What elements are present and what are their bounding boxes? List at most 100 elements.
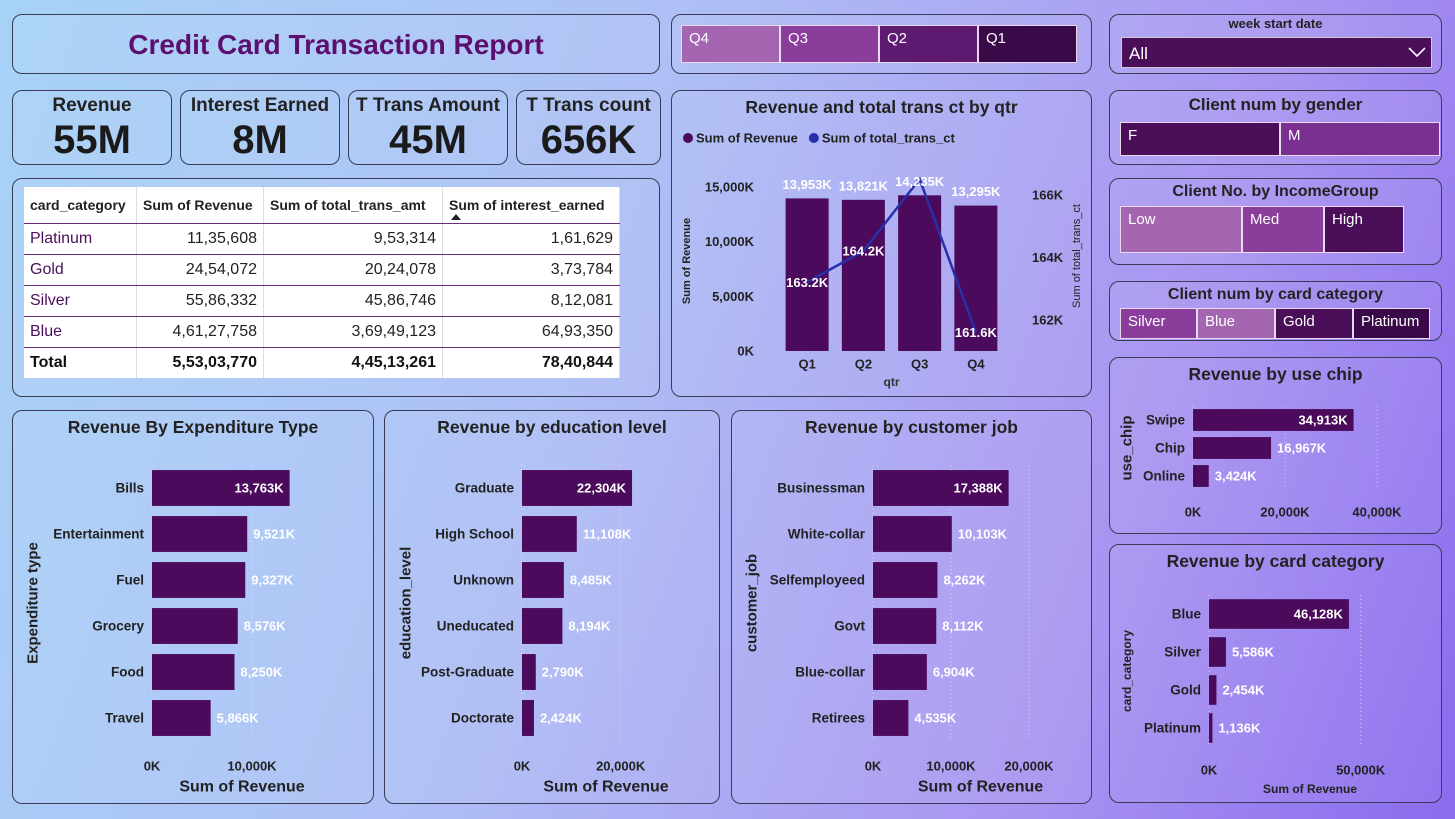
category-label: Blue [1172, 607, 1202, 622]
legend-label: Sum of Revenue [696, 131, 798, 146]
category-label: Graduate [455, 481, 515, 496]
slicer-item[interactable]: Q2 [879, 25, 978, 63]
bar [1209, 713, 1213, 743]
slicer-item[interactable]: Gold [1275, 308, 1353, 339]
value-label: 164.2K [842, 244, 885, 259]
bar [873, 562, 938, 598]
slicer-item[interactable]: Q3 [780, 25, 879, 63]
category-label: Online [1143, 469, 1185, 484]
kpi-card: T Trans count 656K [516, 90, 661, 165]
y-tick-label: 5,000K [712, 289, 755, 304]
slicer-item[interactable]: F [1120, 122, 1280, 156]
value-label: 6,904K [933, 665, 976, 680]
x-tick-label: Q4 [967, 357, 985, 372]
x-tick-label: 10,000K [926, 759, 976, 774]
value-label: 9,327K [251, 573, 294, 588]
y2-tick-label: 164K [1032, 250, 1064, 265]
bar [1193, 465, 1209, 487]
value-label: 9,521K [253, 527, 296, 542]
x-tick-label: Q1 [798, 357, 815, 372]
chart-title: Revenue and total trans ct by qtr [745, 97, 1017, 117]
kpi-value: 55M [53, 118, 131, 162]
bar [873, 516, 952, 552]
column-header[interactable]: Sum of total_trans_amt [263, 187, 443, 224]
slicer-item[interactable]: High [1324, 206, 1404, 253]
category-label: Uneducated [437, 619, 514, 634]
chart: Revenue by customer job 0K 10,000K 20,000K B… [744, 417, 1055, 796]
category-label: Blue-collar [795, 665, 866, 680]
slicer-item[interactable]: Silver [1120, 308, 1197, 339]
kpi-label: Revenue [52, 95, 132, 116]
y2-tick-label: 166K [1032, 187, 1064, 202]
value-label: 4,535K [914, 711, 957, 726]
chevron-line [1408, 47, 1426, 58]
x-tick-label: 40,000K [1352, 505, 1402, 520]
category-label: High School [435, 527, 514, 542]
x-tick-label: Q3 [911, 357, 928, 372]
chart: Revenue by card category 0K 50,000K Blue 46,… [1120, 551, 1386, 796]
bar [152, 470, 290, 506]
dropdown[interactable]: All [1121, 37, 1432, 68]
value-label: 5,866K [217, 711, 260, 726]
x-axis-title: Sum of Revenue [1263, 782, 1357, 796]
chart-title: Revenue by use chip [1188, 364, 1362, 384]
slicer-title: Client num by gender [1188, 95, 1363, 114]
slicer-title: Client No. by IncomeGroup [1172, 183, 1379, 200]
chart: Revenue by use chip 0K 20,000K 40,000K Swipe… [1119, 364, 1403, 520]
slicer-item[interactable]: Med [1242, 206, 1324, 253]
x-tick-label: 0K [865, 759, 882, 774]
column-header[interactable]: Sum of interest_earned [442, 187, 620, 224]
x-tick-label: 20,000K [1260, 505, 1310, 520]
table-row: Silver 55,86,332 45,86,746 8,12,081 [24, 285, 620, 317]
value-label: 2,790K [542, 665, 585, 680]
table-cell: 11,35,608 [136, 223, 264, 255]
slicer-item[interactable]: Q1 [978, 25, 1077, 63]
chart-panel: Revenue By Expenditure Type 0K 10,000K Bill… [12, 410, 374, 804]
category-label: Food [111, 665, 144, 680]
bar [522, 470, 633, 506]
slicer-item[interactable]: Blue [1197, 308, 1275, 339]
value-label: 8,112K [942, 619, 984, 634]
column-header[interactable]: card_category [24, 187, 137, 224]
table-row: Gold 24,54,072 20,24,078 3,73,784 [24, 254, 620, 286]
value-label: 46,128K [1294, 607, 1344, 622]
bar [152, 608, 238, 644]
bar [152, 562, 246, 598]
x-tick-label: 10,000K [227, 759, 277, 774]
chart-panel: Revenue by use chip 0K 20,000K 40,000K Swipe… [1109, 357, 1442, 534]
bar [873, 470, 1009, 506]
kpi-label: T Trans Amount [356, 95, 500, 116]
category-label: Platinum [1144, 721, 1201, 736]
total-cell: 4,45,13,261 [263, 347, 443, 378]
bar [152, 700, 211, 736]
bar [873, 700, 909, 736]
x-tick-label: 50,000K [1336, 763, 1386, 778]
kpi-value: 8M [232, 118, 288, 162]
kpi-card: Revenue 55M [12, 90, 172, 165]
chart-title: Revenue by education level [437, 417, 667, 437]
column-header[interactable]: Sum of Revenue [136, 187, 264, 224]
slicer-item[interactable]: Platinum [1353, 308, 1430, 339]
category-label: Bills [115, 481, 144, 496]
total-row: Total 5,53,03,770 4,45,13,261 78,40,844 [24, 347, 620, 378]
slicer-item[interactable]: Low [1120, 206, 1242, 253]
bar [1209, 599, 1349, 629]
y2-tick-label: 162K [1032, 312, 1064, 327]
value-label: 8,576K [244, 619, 287, 634]
chart-panel: Revenue and total trans ct by qtr Sum of … [671, 90, 1092, 397]
y-tick-label: 0K [737, 344, 754, 359]
slicer-item[interactable]: M [1280, 122, 1440, 156]
table-cell: 8,12,081 [442, 285, 620, 317]
x-tick-label: 20,000K [596, 759, 646, 774]
value-label: 11,108K [583, 527, 632, 542]
bar [522, 700, 534, 736]
category-label: Travel [105, 711, 144, 726]
slicer-title: Client num by card category [1167, 286, 1384, 303]
value-label: 163.2K [786, 275, 829, 290]
kpi-value: 656K [540, 118, 637, 162]
value-label: 13,821K [839, 178, 889, 193]
slicer-item[interactable]: Q4 [681, 25, 780, 63]
table-cell: 20,24,078 [263, 254, 443, 286]
value-label: 5,586K [1232, 645, 1275, 660]
value-label: 13,295K [951, 184, 1001, 199]
